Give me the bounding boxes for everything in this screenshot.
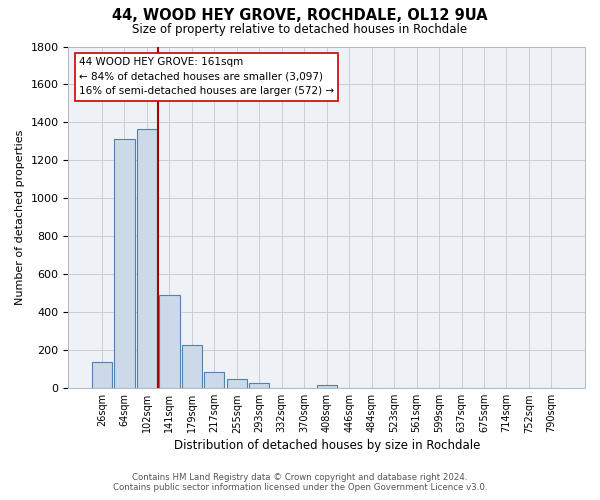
Text: Size of property relative to detached houses in Rochdale: Size of property relative to detached ho… xyxy=(133,22,467,36)
Text: Contains HM Land Registry data © Crown copyright and database right 2024.
Contai: Contains HM Land Registry data © Crown c… xyxy=(113,473,487,492)
Bar xyxy=(137,129,157,388)
Bar xyxy=(227,378,247,388)
X-axis label: Distribution of detached houses by size in Rochdale: Distribution of detached houses by size … xyxy=(173,440,480,452)
Bar xyxy=(115,138,134,388)
Bar xyxy=(249,384,269,388)
Y-axis label: Number of detached properties: Number of detached properties xyxy=(15,130,25,305)
Bar xyxy=(92,362,112,388)
Bar xyxy=(159,295,179,388)
Bar xyxy=(317,386,337,388)
Bar xyxy=(182,344,202,388)
Text: 44, WOOD HEY GROVE, ROCHDALE, OL12 9UA: 44, WOOD HEY GROVE, ROCHDALE, OL12 9UA xyxy=(112,8,488,22)
Text: 44 WOOD HEY GROVE: 161sqm
← 84% of detached houses are smaller (3,097)
16% of se: 44 WOOD HEY GROVE: 161sqm ← 84% of detac… xyxy=(79,57,334,96)
Bar xyxy=(204,372,224,388)
